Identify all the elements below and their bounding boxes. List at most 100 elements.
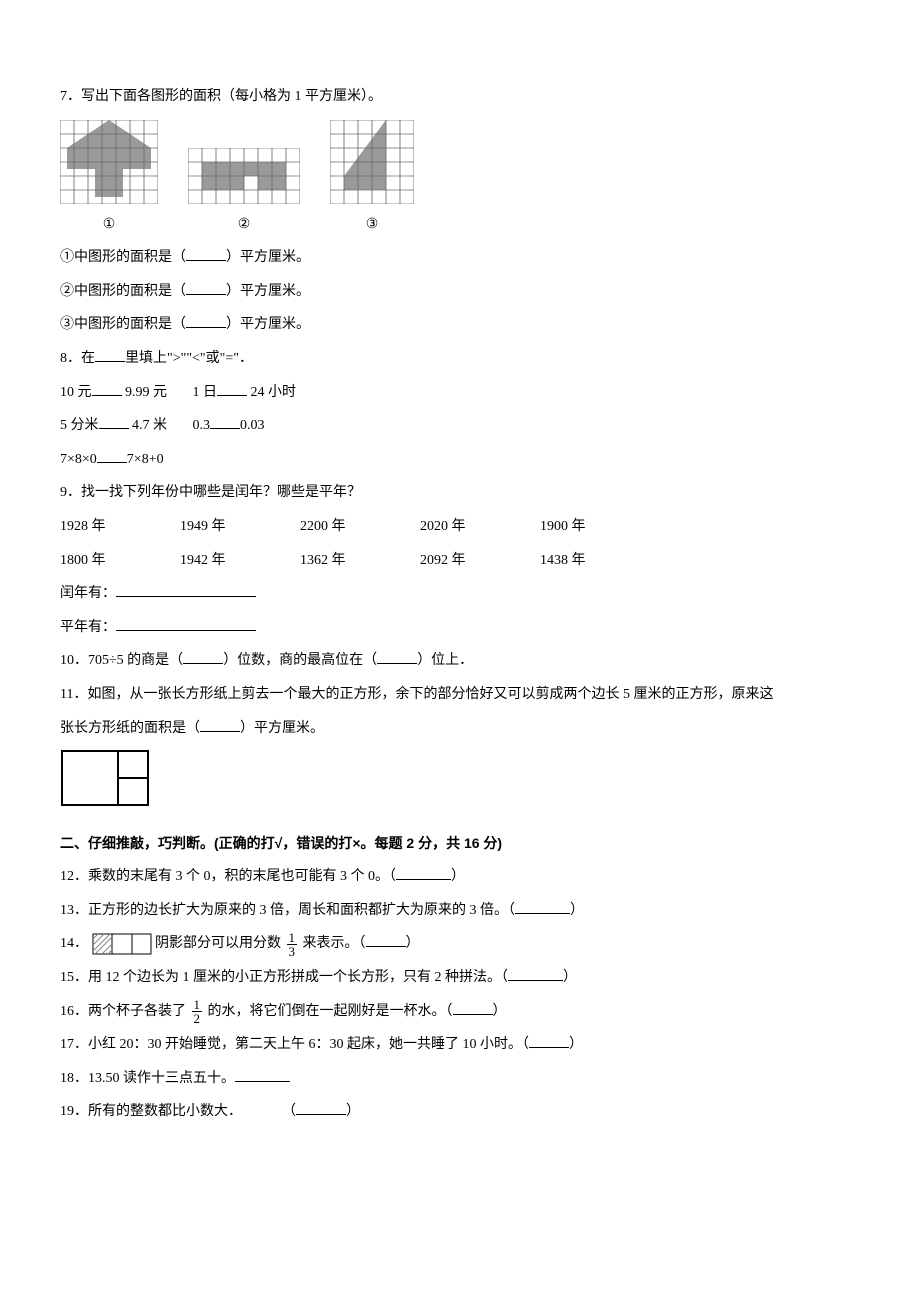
q8-r3b: 7×8+0	[127, 452, 164, 467]
q8-r2b: 4.7 米	[132, 418, 167, 433]
q17-blank[interactable]	[529, 1034, 569, 1048]
q7-l1a: ①中图形的面积是（	[60, 250, 186, 265]
q11-c: ）平方厘米。	[240, 721, 324, 736]
q9-y8: 1362 年	[300, 544, 370, 578]
q15-b: ）	[563, 970, 577, 985]
q9-y6: 1800 年	[60, 544, 130, 578]
q7-b3[interactable]	[186, 314, 226, 328]
q14-d: ）	[406, 936, 420, 951]
q8-r1b: 9.99 元	[125, 385, 167, 400]
q9-common-blank[interactable]	[116, 617, 256, 631]
q9-common-label: 平年有：	[60, 620, 116, 635]
q9-row2: 1800 年 1942 年 1362 年 2092 年 1438 年	[60, 544, 860, 578]
q18: 18．13.50 读作十三点五十。	[60, 1062, 860, 1096]
q7-b1[interactable]	[186, 247, 226, 261]
q7-shape1-svg	[60, 120, 158, 204]
q10-b1[interactable]	[183, 650, 223, 664]
q16-fraction: 12	[190, 998, 205, 1025]
q8-pb: 里填上">""<"或"="．	[125, 351, 253, 366]
q14-shape-icon	[92, 933, 152, 955]
q14-c: 来表示。（	[303, 936, 366, 951]
q7-l3a: ③中图形的面积是（	[60, 317, 186, 332]
q8-r2d: 0.03	[240, 418, 265, 433]
q9-leap-blank[interactable]	[116, 583, 256, 597]
q8-r2-b1[interactable]	[99, 415, 129, 429]
q8-prompt: 8．在 里填上">""<"或"="．	[60, 342, 860, 376]
q7-fig1: ①	[60, 120, 158, 242]
q14-frac-d: 3	[287, 945, 298, 958]
q7-fig3-label: ③	[366, 208, 379, 242]
q7-blank2: ②中图形的面积是（ ）平方厘米。	[60, 275, 860, 309]
q17-a: 17．小红 20：30 开始睡觉，第二天上午 6：30 起床，她一共睡了 10 …	[60, 1037, 529, 1052]
q14-frac-n: 1	[287, 931, 298, 945]
q7-l1b: ）平方厘米。	[226, 250, 310, 265]
q16-a: 16．两个杯子各装了	[60, 1004, 186, 1019]
q15: 15．用 12 个边长为 1 厘米的小正方形拼成一个长方形，只有 2 种拼法。（…	[60, 961, 860, 995]
q7-b2[interactable]	[186, 281, 226, 295]
q11-line1: 11．如图，从一张长方形纸上剪去一个最大的正方形，余下的部分恰好又可以剪成两个边…	[60, 678, 860, 712]
q9-y4: 2020 年	[420, 510, 490, 544]
q14-fraction: 13	[285, 931, 300, 958]
q9-leap-label: 闰年有：	[60, 586, 116, 601]
q8-r1c: 1 日	[193, 385, 218, 400]
q8-pb-blank[interactable]	[95, 348, 125, 362]
q8-r3-b1[interactable]	[97, 449, 127, 463]
q16-frac-n: 1	[192, 998, 203, 1012]
q12-a: 12．乘数的末尾有 3 个 0，积的末尾也可能有 3 个 0。（	[60, 869, 396, 884]
q7-blank1: ①中图形的面积是（ ）平方厘米。	[60, 241, 860, 275]
q18-blank[interactable]	[235, 1068, 290, 1082]
q8-r1d: 24 小时	[251, 385, 297, 400]
q19-c: ）	[346, 1104, 360, 1119]
q11-blank[interactable]	[200, 718, 240, 732]
q8-r1a: 10 元	[60, 385, 92, 400]
q14-a: 14．	[60, 936, 88, 951]
q10: 10．705÷5 的商是（）位数，商的最高位在（）位上．	[60, 644, 860, 678]
q10-b: ）位数，商的最高位在（	[223, 653, 377, 668]
q7-shape3-svg	[330, 120, 414, 204]
q17: 17．小红 20：30 开始睡觉，第二天上午 6：30 起床，她一共睡了 10 …	[60, 1028, 860, 1062]
q11-line2: 张长方形纸的面积是（ ）平方厘米。	[60, 712, 860, 746]
q8-row1: 10 元 9.99 元 1 日 24 小时	[60, 376, 860, 410]
q14: 14． 阴影部分可以用分数 13 来表示。（ ）	[60, 927, 860, 961]
q7-shape2-svg	[188, 148, 300, 204]
q13-a: 13．正方形的边长扩大为原来的 3 倍，周长和面积都扩大为原来的 3 倍。（	[60, 903, 515, 918]
q9-prompt: 9．找一找下列年份中哪些是闰年？哪些是平年？	[60, 476, 860, 510]
q8-r3a: 7×8×0	[60, 452, 97, 467]
q16-blank[interactable]	[453, 1001, 493, 1015]
q16-frac-d: 2	[192, 1012, 203, 1025]
q14-blank[interactable]	[366, 933, 406, 947]
q7-l2a: ②中图形的面积是（	[60, 284, 186, 299]
q19-b: （	[282, 1104, 296, 1119]
q16: 16．两个杯子各装了 12 的水，将它们倒在一起刚好是一杯水。（ ）	[60, 995, 860, 1029]
q14-b: 阴影部分可以用分数	[155, 936, 281, 951]
q8-r2c: 0.3	[193, 418, 211, 433]
q19-blank[interactable]	[296, 1101, 346, 1115]
q7-l3b: ）平方厘米。	[226, 317, 310, 332]
q13-blank[interactable]	[515, 900, 570, 914]
q10-b2[interactable]	[377, 650, 417, 664]
q8-pa: 8．在	[60, 351, 95, 366]
q7-fig2-label: ②	[238, 208, 251, 242]
q8-r2-b2[interactable]	[210, 415, 240, 429]
section2-heading: 二、仔细推敲，巧判断。(正确的打√，错误的打×。每题 2 分，共 16 分)	[60, 827, 860, 861]
q9-leap: 闰年有：	[60, 577, 860, 611]
q16-b: 的水，将它们倒在一起刚好是一杯水。（	[208, 1004, 453, 1019]
q8-row2: 5 分米 4.7 米 0.3 0.03	[60, 409, 860, 443]
q7-figures: ① ②	[60, 120, 860, 242]
q8-r2a: 5 分米	[60, 418, 99, 433]
q9-y1: 1928 年	[60, 510, 130, 544]
q7-l2b: ）平方厘米。	[226, 284, 310, 299]
q11-b: 张长方形纸的面积是（	[60, 721, 200, 736]
q15-a: 15．用 12 个边长为 1 厘米的小正方形拼成一个长方形，只有 2 种拼法。（	[60, 970, 508, 985]
q8-r1-b2[interactable]	[217, 382, 247, 396]
q7-blank3: ③中图形的面积是（ ）平方厘米。	[60, 308, 860, 342]
q16-c: ）	[493, 1004, 507, 1019]
q7-fig3: ③	[330, 120, 414, 242]
q11-figure	[60, 749, 150, 807]
q19: 19．所有的整数都比小数大．（）	[60, 1095, 860, 1129]
q8-r1-b1[interactable]	[92, 382, 122, 396]
q10-c: ）位上．	[417, 653, 473, 668]
q12-blank[interactable]	[396, 866, 451, 880]
q15-blank[interactable]	[508, 967, 563, 981]
q9-y10: 1438 年	[540, 544, 610, 578]
